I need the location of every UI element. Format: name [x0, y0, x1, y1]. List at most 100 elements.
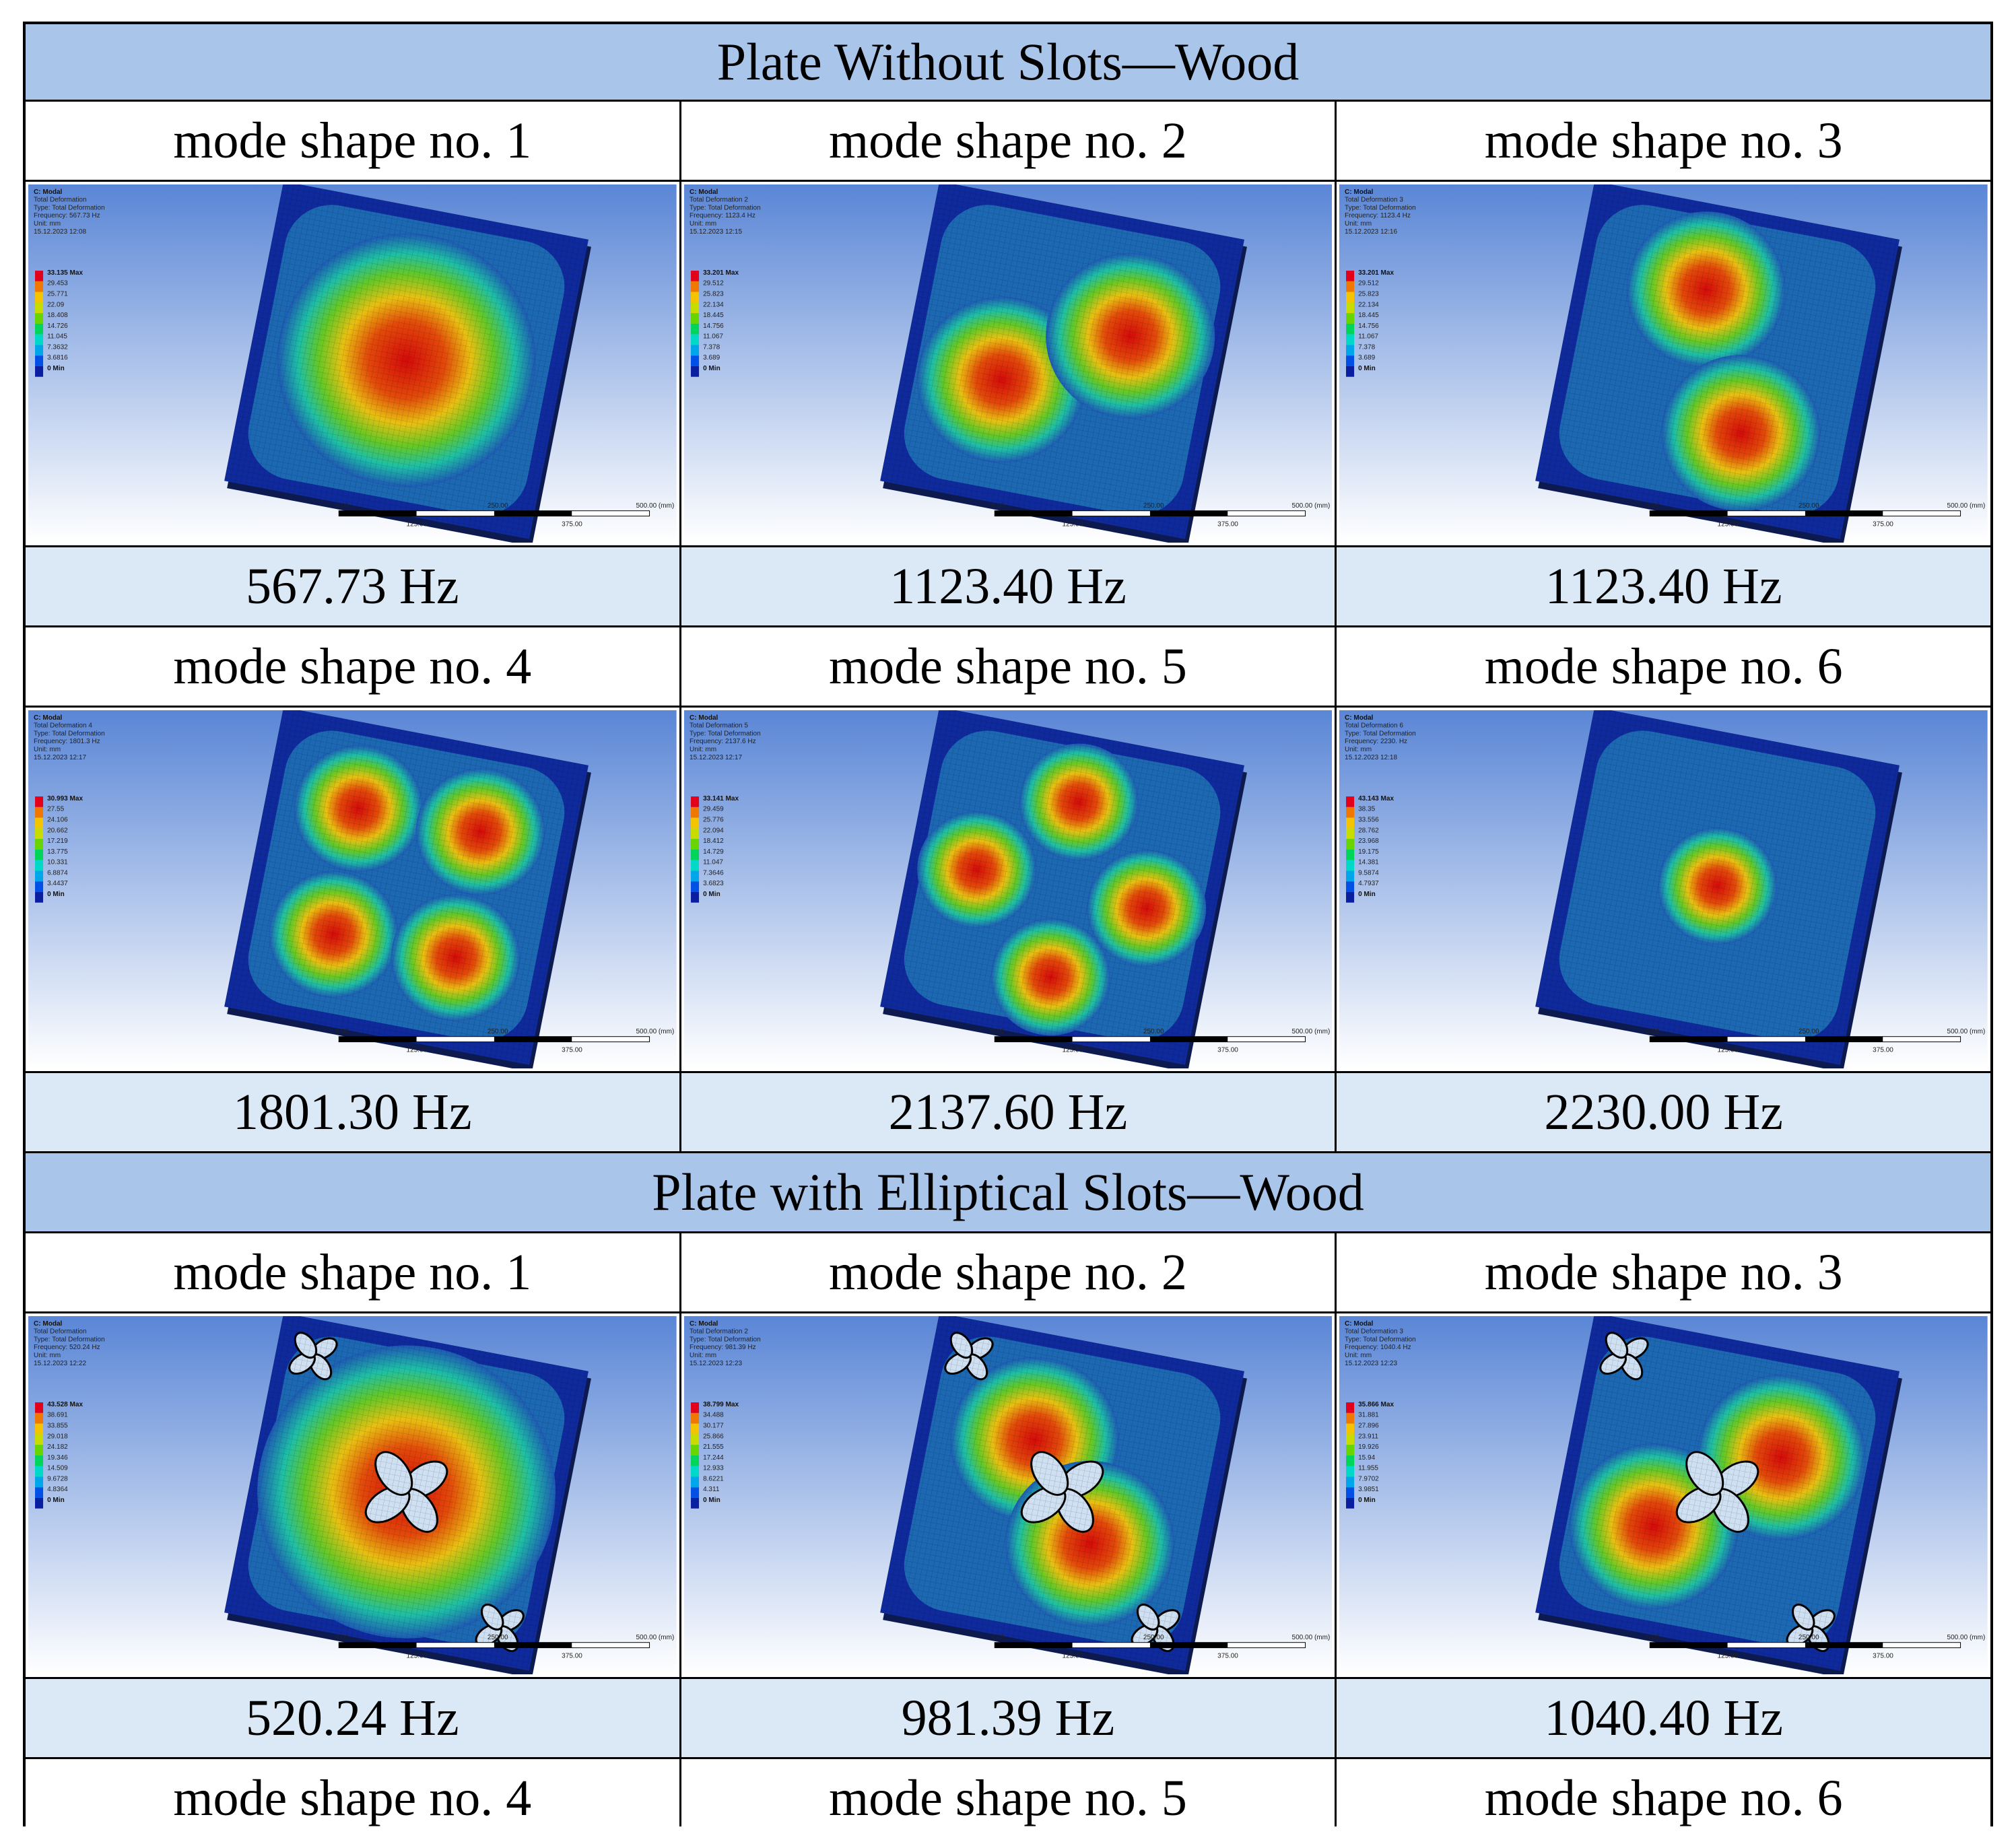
frequency-value: 1123.40 Hz — [681, 547, 1335, 625]
legend-value: 22.134 — [1358, 301, 1379, 308]
legend-swatch — [35, 1445, 44, 1456]
legend-value: 33.135 Max — [47, 269, 83, 277]
scale-label: 250.00 — [1799, 1028, 1819, 1035]
legend-value: 18.408 — [47, 312, 68, 319]
legend-swatch — [1346, 281, 1355, 292]
legend-swatch — [690, 366, 699, 377]
legend-swatch — [690, 1423, 699, 1435]
legend-value: 29.018 — [47, 1433, 68, 1440]
scale-label: 0.00 — [1647, 1634, 1660, 1641]
legend-swatch — [35, 881, 44, 892]
legend-value: 23.968 — [1358, 837, 1379, 845]
legend-value: 15.94 — [1358, 1454, 1376, 1462]
legend-swatch — [690, 807, 699, 818]
info-line: Total Deformation — [34, 1328, 87, 1336]
mode-label: mode shape no. 6 — [1337, 627, 1990, 706]
legend-swatch — [1346, 1412, 1355, 1424]
info-line: Frequency: 2230. Hz — [1345, 738, 1407, 745]
legend-value: 10.331 — [47, 859, 68, 866]
legend-swatch — [1346, 1476, 1355, 1488]
info-line: Type: Total Deformation — [34, 205, 105, 212]
scale-label: 0.00 — [1647, 502, 1660, 510]
mode-label: mode shape no. 4 — [26, 627, 679, 706]
scale-bar: 0.00 250.00 500.00 (mm) 125.00 375.00 — [991, 1634, 1330, 1659]
legend-swatch — [690, 271, 699, 281]
mode-label: mode shape no. 1 — [26, 102, 679, 180]
info-line: C: Modal — [1345, 1320, 1374, 1328]
legend-value: 29.459 — [703, 806, 724, 813]
legend-swatch — [1346, 891, 1355, 903]
legend-swatch — [1346, 881, 1355, 892]
legend-swatch — [35, 323, 44, 335]
legend-value: 30.993 Max — [47, 795, 83, 802]
legend-value: 14.756 — [703, 322, 724, 330]
legend-value: 7.9702 — [1358, 1475, 1379, 1482]
legend-swatch — [690, 355, 699, 366]
info-line: 15.12.2023 12:15 — [690, 228, 743, 236]
legend-swatch — [1346, 1497, 1355, 1509]
legend-swatch — [35, 1487, 44, 1498]
legend-swatch — [35, 817, 44, 829]
legend-swatch — [690, 292, 699, 303]
legend-value: 31.881 — [1358, 1412, 1379, 1419]
info-line: Unit: mm — [1345, 746, 1372, 753]
legend-swatch — [35, 891, 44, 903]
legend-swatch — [1346, 839, 1355, 850]
legend-swatch — [1346, 796, 1355, 807]
mode-image-cell: C: Modal Total Deformation Type: Total Def… — [26, 1313, 679, 1677]
info-line: 15.12.2023 12:18 — [1345, 754, 1398, 761]
legend-value: 35.866 Max — [1358, 1401, 1394, 1408]
legend-value: 38.35 — [1358, 806, 1376, 813]
legend-value: 14.756 — [1358, 322, 1379, 330]
mode-label: mode shape no. 1 — [26, 1233, 679, 1311]
scale-label: 375.00 — [1873, 520, 1894, 528]
plate — [1535, 1316, 1903, 1674]
scale-label: 0.00 — [991, 502, 1005, 510]
legend-swatch — [35, 334, 44, 345]
legend-swatch — [690, 881, 699, 892]
info-line: C: Modal — [690, 714, 718, 722]
legend-swatch — [1346, 292, 1355, 303]
legend-value: 14.726 — [47, 322, 68, 330]
legend-swatch — [1346, 271, 1355, 281]
scale-bar: 0.00 250.00 500.00 (mm) 125.00 375.00 — [335, 1028, 674, 1054]
legend-value: 25.823 — [703, 291, 724, 298]
legend-swatch — [1346, 817, 1355, 829]
mode-label: mode shape no. 3 — [1337, 1233, 1990, 1311]
legend-swatch — [690, 1455, 699, 1466]
scale-label: 500.00 (mm) — [636, 1634, 674, 1641]
frequency-value: 1801.30 Hz — [26, 1073, 679, 1151]
info-line: Type: Total Deformation — [1345, 1336, 1416, 1344]
scale-label: 250.00 — [1143, 1634, 1164, 1641]
legend-value: 6.8874 — [47, 869, 68, 877]
info-line: C: Modal — [690, 1320, 718, 1328]
legend-value: 14.509 — [47, 1465, 68, 1472]
scale-label: 375.00 — [562, 1046, 582, 1054]
legend-value: 3.689 — [1358, 354, 1376, 362]
scale-bar: 0.00 250.00 500.00 (mm) 125.00 375.00 — [335, 1634, 674, 1659]
info-line: 15.12.2023 12:22 — [34, 1360, 87, 1367]
section-title: Plate with Elliptical Slots—Wood — [26, 1153, 1990, 1231]
legend-value: 0 Min — [47, 891, 65, 898]
mode-image-cell: C: Modal Total Deformation 6 Type: Total D… — [1337, 708, 1990, 1071]
legend-swatch — [35, 1476, 44, 1488]
legend-value: 43.528 Max — [47, 1401, 83, 1408]
legend-value: 3.9851 — [1358, 1486, 1379, 1493]
info-line: Unit: mm — [1345, 1352, 1372, 1359]
legend-swatch — [690, 796, 699, 807]
legend-swatch — [1346, 1434, 1355, 1445]
legend-swatch — [1346, 1466, 1355, 1477]
info-line: Total Deformation 5 — [690, 722, 748, 730]
info-line: C: Modal — [34, 1320, 63, 1328]
legend-value: 18.445 — [703, 312, 724, 319]
legend-value: 7.3646 — [703, 869, 724, 877]
scale-label: 250.00 — [488, 502, 508, 510]
info-line: Type: Total Deformation — [690, 205, 761, 212]
legend-value: 25.823 — [1358, 291, 1379, 298]
legend-value: 3.4437 — [47, 880, 68, 887]
info-line: Frequency: 2137.6 Hz — [690, 738, 756, 745]
info-line: Total Deformation 6 — [1345, 722, 1403, 730]
